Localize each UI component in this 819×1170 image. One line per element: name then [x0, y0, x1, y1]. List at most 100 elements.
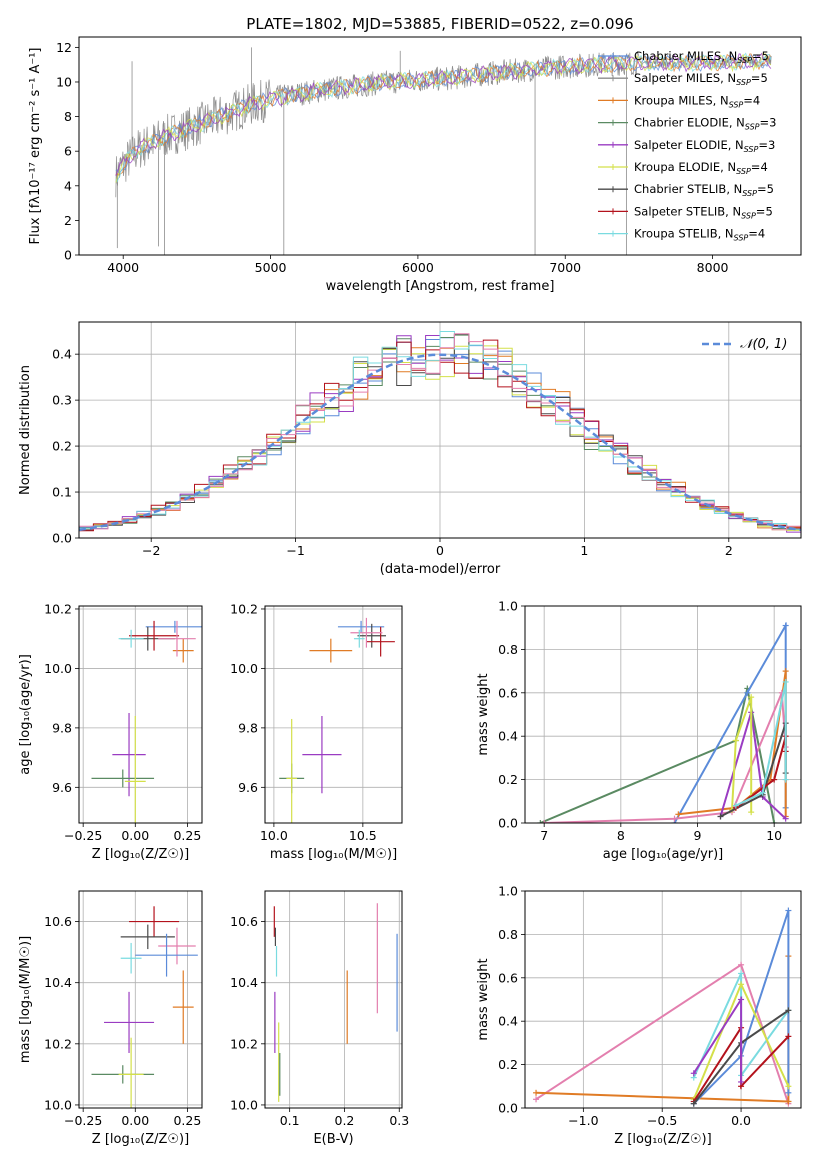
y-tick-label: 0.0	[52, 531, 72, 546]
panel-age_vs_Z: −0.25 0.00 0.25 9.6 9.8 10.0 10.2 Z [log₁₀(Z/Z☉…	[18, 601, 203, 862]
axes-frame	[524, 890, 802, 1109]
grid-age_vs_mass	[265, 606, 402, 823]
x-axis-label: (data-model)/error	[380, 562, 501, 577]
y-tick-label: 9.8	[238, 720, 258, 735]
errorbar-point	[104, 991, 155, 1053]
y-tick-label: 0	[64, 248, 72, 263]
x-tick-label: 0.00	[121, 1113, 149, 1128]
x-axis-label: Z [log₁₀(Z/Z☉)]	[92, 847, 189, 862]
errorbar-point	[309, 638, 353, 663]
errorbar-point	[172, 970, 194, 1044]
errorbar-point	[353, 629, 365, 648]
panel-mass_vs_Z: −0.25 0.00 0.25 10.0 10.2 10.4 10.6 Z [log₁₀(Z/…	[18, 890, 203, 1147]
model-spectrum-ke	[115, 52, 772, 183]
y-tick-label: 2	[64, 213, 72, 228]
y-tick-label: 0.4	[498, 1014, 518, 1029]
weight-series-cm	[671, 621, 789, 823]
x-tick-label: 0	[436, 543, 444, 558]
legend-label: Kroupa STELIB, NSSP=4	[634, 227, 765, 243]
x-tick-label: 4000	[107, 260, 139, 275]
errorbar-point	[120, 924, 175, 950]
figure-title: PLATE=1802, MJD=53885, FIBERID=0522, z=0…	[246, 15, 633, 33]
y-tick-label: 0.2	[498, 772, 518, 787]
axes-frame	[78, 36, 802, 256]
legend-entry: Kroupa STELIB, NSSP=4	[598, 227, 765, 243]
y-tick-label: 0.8	[498, 642, 518, 657]
errorbar-point	[118, 629, 144, 648]
errorbar-point	[129, 906, 180, 937]
ticks-weight_vs_Z: −1.0 −0.5 0.0 0.0 0.2 0.4 0.6 0.8 1.0	[498, 884, 751, 1129]
ticks-age_vs_Z: −0.25 0.00 0.25 9.6 9.8 10.0 10.2	[44, 601, 201, 843]
ticks-weight_vs_age: 7 8 9 10 0.0 0.2 0.4 0.6 0.8 1.0	[498, 599, 782, 844]
x-tick-label: 0.00	[121, 828, 149, 843]
y-axis-label: mass weight	[476, 673, 491, 755]
x-tick-label: 0.1	[280, 1113, 300, 1128]
errorbar-point	[350, 617, 383, 648]
x-tick-label: −0.25	[64, 1113, 102, 1128]
legend-entry: Salpeter STELIB, NSSP=5	[598, 204, 773, 220]
grid-mass_vs_ebv	[265, 891, 402, 1108]
errorbar-point	[135, 933, 198, 977]
y-tick-label: 9.8	[52, 720, 72, 735]
y-tick-label: 10.2	[230, 1036, 258, 1051]
legend-entry: Chabrier STELIB, NSSP=5	[598, 182, 774, 198]
x-tick-label: 8000	[697, 260, 729, 275]
x-tick-label: 0.0	[731, 1113, 751, 1128]
errorbar-point	[112, 713, 146, 797]
x-tick-label: 10	[766, 828, 782, 843]
ticks-mass_vs_ebv: 0.1 0.2 0.3 10.0 10.2 10.4 10.6	[230, 914, 409, 1128]
legend-label: Chabrier ELODIE, NSSP=3	[634, 116, 776, 132]
legend-entry: Kroupa MILES, NSSP=4	[598, 93, 760, 109]
marks-weight_vs_Z	[533, 907, 792, 1107]
errorbar-point	[172, 638, 194, 663]
x-tick-label: 1	[580, 543, 588, 558]
x-tick-label: −0.25	[64, 828, 102, 843]
weight-series-se	[690, 996, 745, 1085]
errorbar-point	[118, 1037, 144, 1108]
x-tick-label: 2	[725, 543, 733, 558]
grid-age_vs_Z	[79, 606, 202, 823]
panel-weight_vs_Z: −1.0 −0.5 0.0 0.0 0.2 0.4 0.6 0.8 1.0 Z [log₁₀(Z/…	[476, 884, 802, 1147]
panel-mass_vs_ebv: 0.1 0.2 0.3 10.0 10.2 10.4 10.6 E(B-V)	[230, 890, 409, 1147]
plots-group: 4000 5000 6000 7000 8000024681012wavelength …	[18, 36, 802, 1147]
y-axis-label: Flux [fλ10⁻¹⁷ erg cm⁻² s⁻¹ A⁻¹]	[28, 48, 43, 245]
y-tick-label: 10	[56, 74, 72, 89]
axes-frame	[78, 321, 802, 539]
x-tick-label: 10.5	[349, 828, 377, 843]
y-tick-label: 0.4	[52, 347, 72, 362]
x-tick-label: 5000	[255, 260, 287, 275]
panel-spectrum: 4000 5000 6000 7000 8000 0 2 4 6 8 10 12 wavelength …	[28, 36, 802, 294]
x-tick-label: −0.5	[647, 1113, 677, 1128]
y-tick-label: 0.2	[498, 1057, 518, 1072]
y-tick-label: 12	[56, 40, 72, 55]
ticks-residuals: −2 −1 0 1 2 0.0 0.1 0.2 0.3 0.4	[52, 347, 733, 558]
legend-entry: Kroupa ELODIE, NSSP=4	[598, 160, 768, 176]
spectrum-legend: Chabrier MILES, NSSP=5 Salpeter MILES, NS…	[598, 49, 776, 243]
x-tick-label: 0.25	[173, 1113, 201, 1128]
y-tick-label: 0.6	[498, 970, 518, 985]
x-axis-label: E(B-V)	[313, 1132, 353, 1147]
marks-spectrum	[115, 47, 772, 255]
normal-curve	[79, 353, 801, 532]
marks-age_vs_mass	[279, 617, 395, 823]
y-tick-label: 0.3	[52, 393, 72, 408]
y-tick-label: 0.6	[498, 685, 518, 700]
legend-label: Salpeter ELODIE, NSSP=3	[634, 138, 775, 154]
y-axis-label: Normed distribution	[18, 365, 33, 495]
y-tick-label: 10.0	[44, 661, 72, 676]
y-tick-label: 1.0	[498, 884, 518, 899]
y-tick-label: 10.6	[44, 914, 72, 929]
ticks-age_vs_mass: 10.0 10.5 9.6 9.8 10.0 10.2	[230, 601, 377, 843]
errorbar-point	[158, 620, 196, 657]
legend-entry: Chabrier MILES, NSSP=5	[598, 49, 769, 65]
errorbar-point	[286, 718, 298, 823]
y-tick-label: 10.6	[230, 914, 258, 929]
y-tick-label: 10.4	[44, 975, 72, 990]
errorbar-point	[91, 769, 155, 788]
y-axis-label: mass weight	[476, 958, 491, 1040]
y-tick-label: 10.2	[230, 601, 258, 616]
marks-mass_vs_ebv	[273, 903, 398, 1102]
panel-residuals: −2 −1 0 1 2 0.0 0.1 0.2 0.3 0.4 (data-model)/error…	[18, 321, 802, 577]
model-spectrum-ks	[115, 52, 772, 183]
